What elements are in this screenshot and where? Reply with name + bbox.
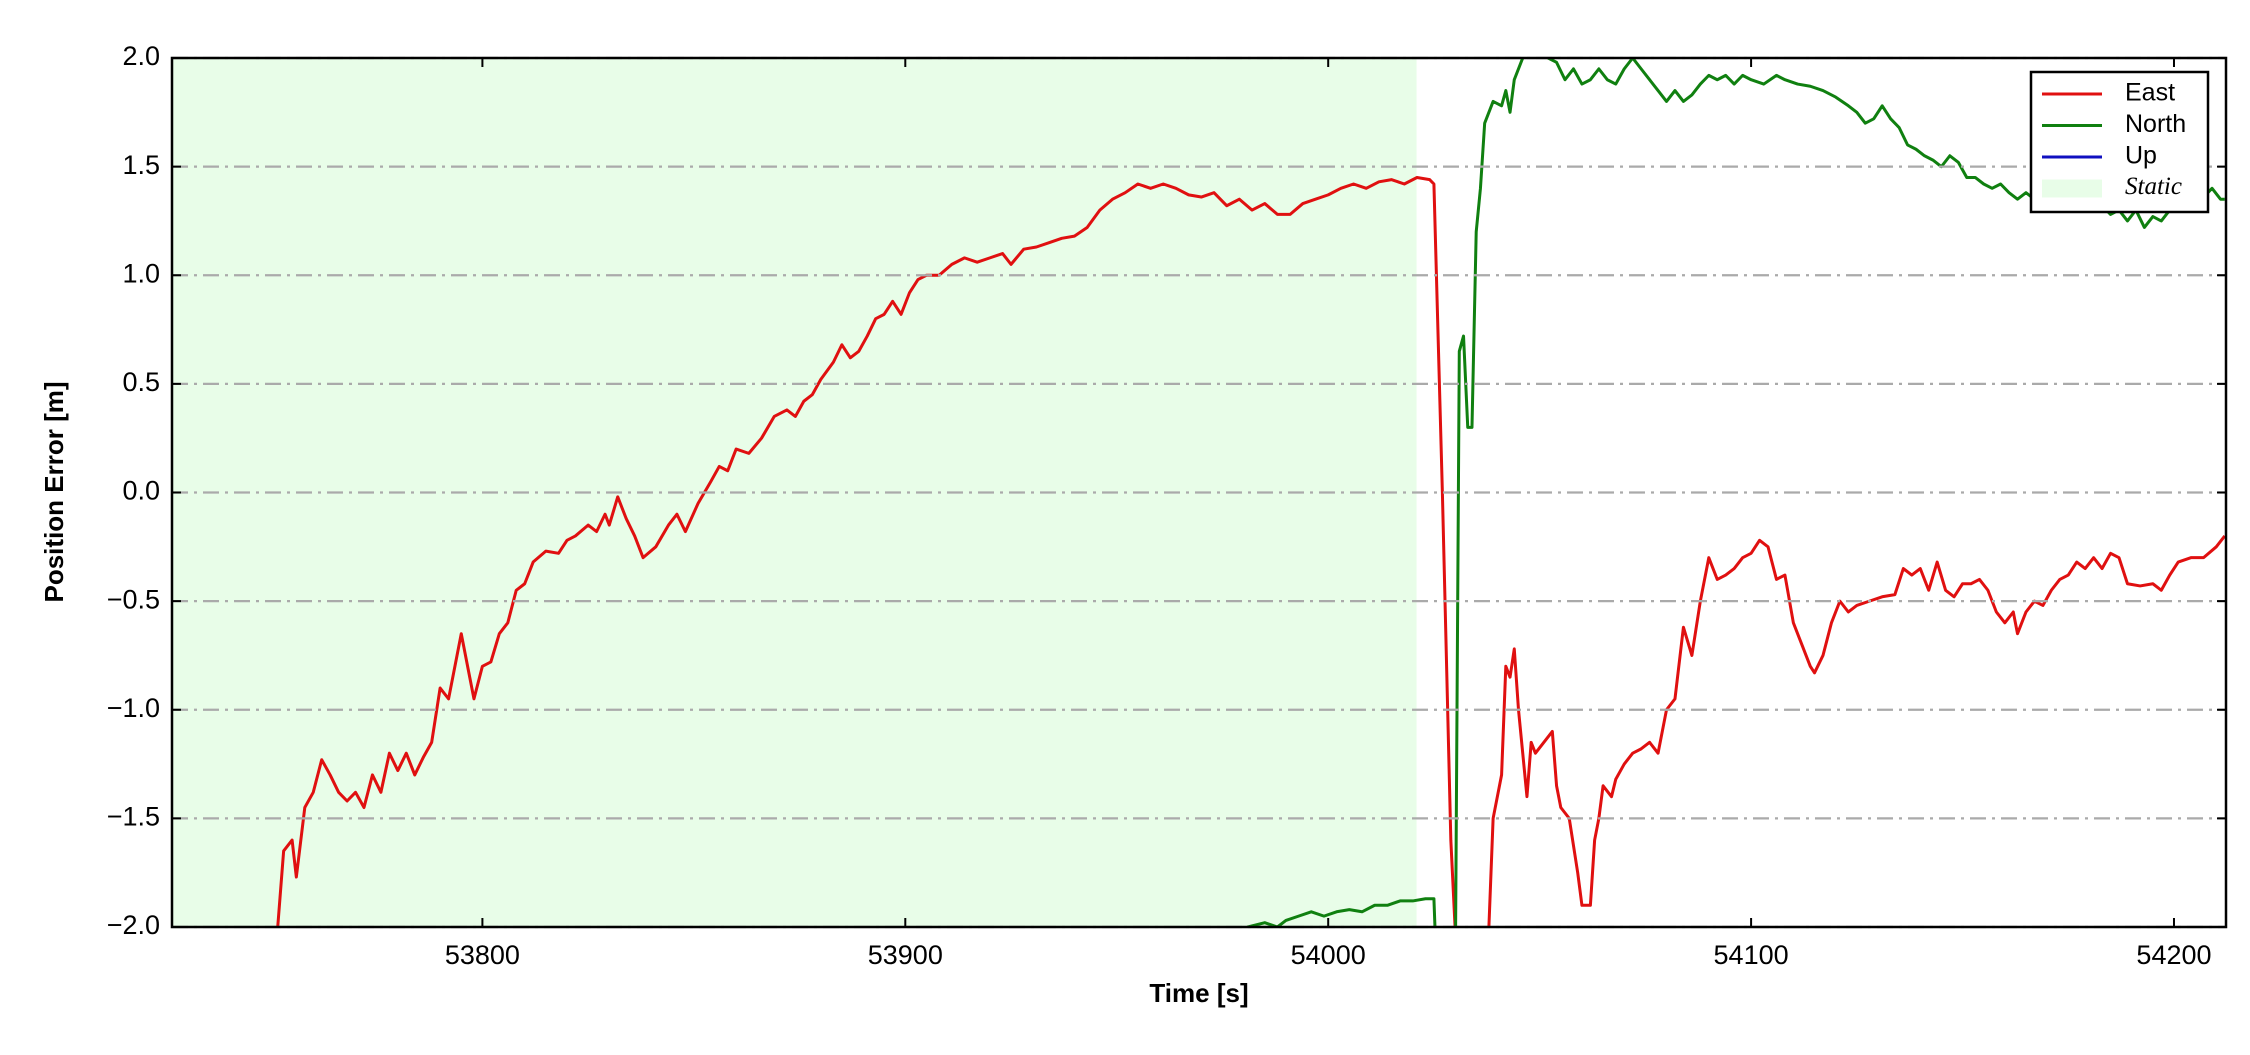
y-tick-label: 0.5 (122, 367, 160, 397)
x-tick-label: 54000 (1291, 940, 1366, 970)
y-tick-label: 1.0 (122, 258, 160, 288)
y-tick-label: −0.5 (107, 584, 160, 614)
legend-label: East (2125, 79, 2175, 107)
y-tick-label: −1.5 (107, 802, 160, 832)
x-tick-label: 54200 (2136, 940, 2211, 970)
legend-label: Up (2125, 142, 2157, 170)
y-tick-label: 0.0 (122, 476, 160, 506)
y-tick-label: 1.5 (122, 150, 160, 180)
plot-frame (170, 56, 2228, 929)
y-axis-label: Position Error [m] (39, 381, 69, 602)
x-tick-label: 53900 (868, 940, 943, 970)
x-tick-label: 54100 (1714, 940, 1789, 970)
y-tick-label: −2.0 (107, 910, 160, 940)
legend-swatch (2042, 179, 2102, 198)
y-tick-label: 2.0 (122, 41, 160, 71)
x-axis-label: Time [s] (1149, 978, 1248, 1008)
y-tick-label: −1.0 (107, 693, 160, 723)
series-line (276, 175, 2226, 927)
x-tick-label: 53800 (445, 940, 520, 970)
legend-label: Static (2125, 173, 2182, 200)
legend-label: North (2125, 110, 2186, 138)
plot-area (172, 58, 2226, 927)
